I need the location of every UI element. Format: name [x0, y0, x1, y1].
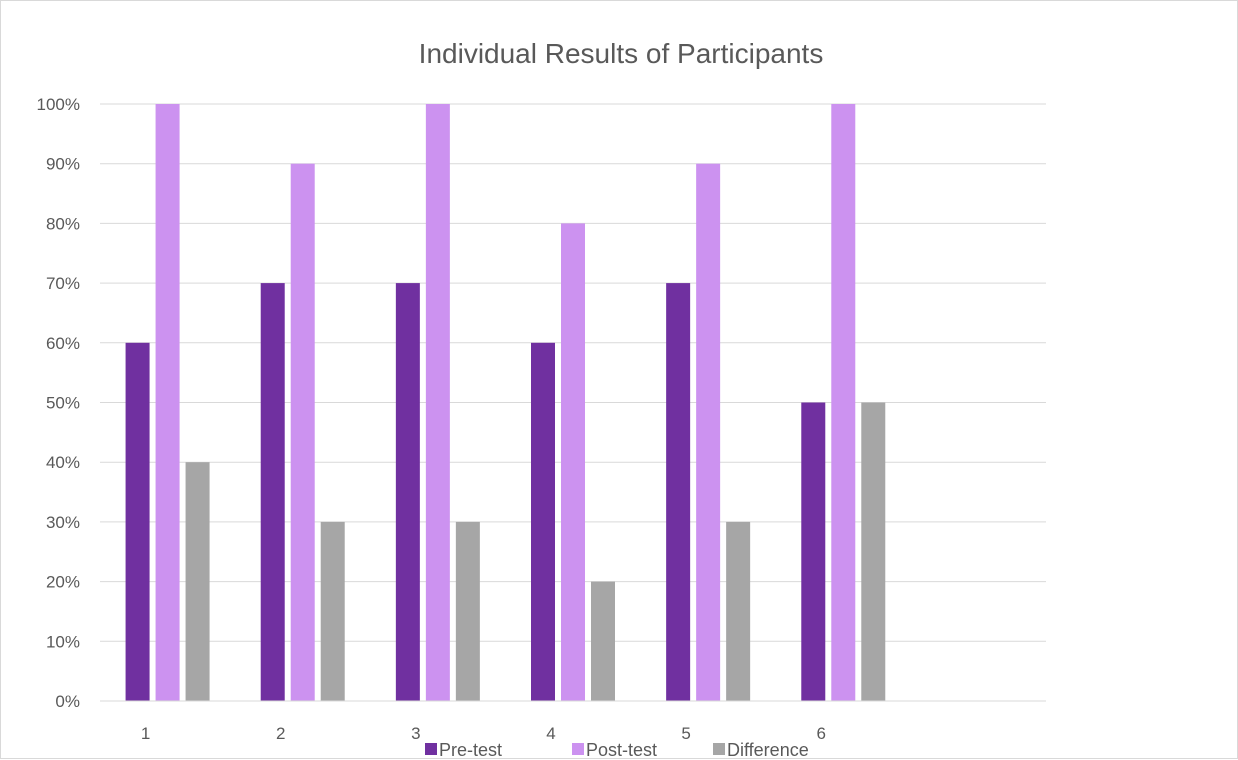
y-tick-label: 50% [46, 394, 80, 413]
y-tick-label: 80% [46, 214, 80, 233]
legend-label: Difference [727, 740, 809, 760]
y-tick-label: 70% [46, 274, 80, 293]
legend-label: Post-test [586, 740, 657, 760]
y-tick-label: 30% [46, 513, 80, 532]
y-tick-label: 60% [46, 334, 80, 353]
y-tick-label: 100% [37, 95, 80, 114]
x-tick-label: 6 [817, 724, 826, 743]
bar-post-test-2 [290, 163, 315, 701]
legend-swatch-pre-test [425, 743, 437, 755]
bar-pre-test-6 [801, 402, 826, 701]
legend-swatch-post-test [572, 743, 584, 755]
x-tick-label: 3 [411, 724, 420, 743]
bar-difference-1 [185, 462, 210, 701]
y-tick-label: 0% [55, 692, 80, 711]
y-tick-label: 20% [46, 573, 80, 592]
y-tick-label: 40% [46, 453, 80, 472]
bar-difference-2 [320, 521, 345, 701]
x-tick-label: 2 [276, 724, 285, 743]
legend: Pre-test Post-test Difference [425, 740, 809, 760]
bar-post-test-3 [425, 104, 450, 701]
bar-pre-test-4 [531, 342, 555, 701]
chart-title: Individual Results of Participants [419, 38, 824, 69]
x-tick-label: 5 [681, 724, 690, 743]
y-axis: 0% 10% 20% 30% 40% 50% 60% 70% 80% 90% 100% [37, 95, 80, 711]
bar-post-test-4 [561, 223, 585, 701]
bars [125, 104, 886, 701]
bar-difference-6 [861, 402, 886, 701]
x-tick-label: 1 [141, 724, 150, 743]
x-tick-label: 4 [546, 724, 555, 743]
bar-pre-test-1 [125, 342, 150, 701]
bar-pre-test-3 [395, 283, 420, 701]
bar-pre-test-2 [260, 283, 285, 701]
y-tick-label: 90% [46, 155, 80, 174]
legend-label: Pre-test [439, 740, 502, 760]
legend-swatch-difference [713, 743, 725, 755]
bar-difference-3 [455, 521, 480, 701]
bar-post-test-6 [831, 104, 856, 701]
bar-pre-test-5 [666, 283, 691, 701]
bar-difference-5 [726, 521, 751, 701]
x-axis: 1 2 3 4 5 6 [100, 700, 1046, 743]
bar-post-test-1 [155, 104, 180, 701]
y-tick-label: 10% [46, 632, 80, 651]
bar-post-test-5 [696, 163, 721, 701]
bar-difference-4 [591, 581, 615, 701]
